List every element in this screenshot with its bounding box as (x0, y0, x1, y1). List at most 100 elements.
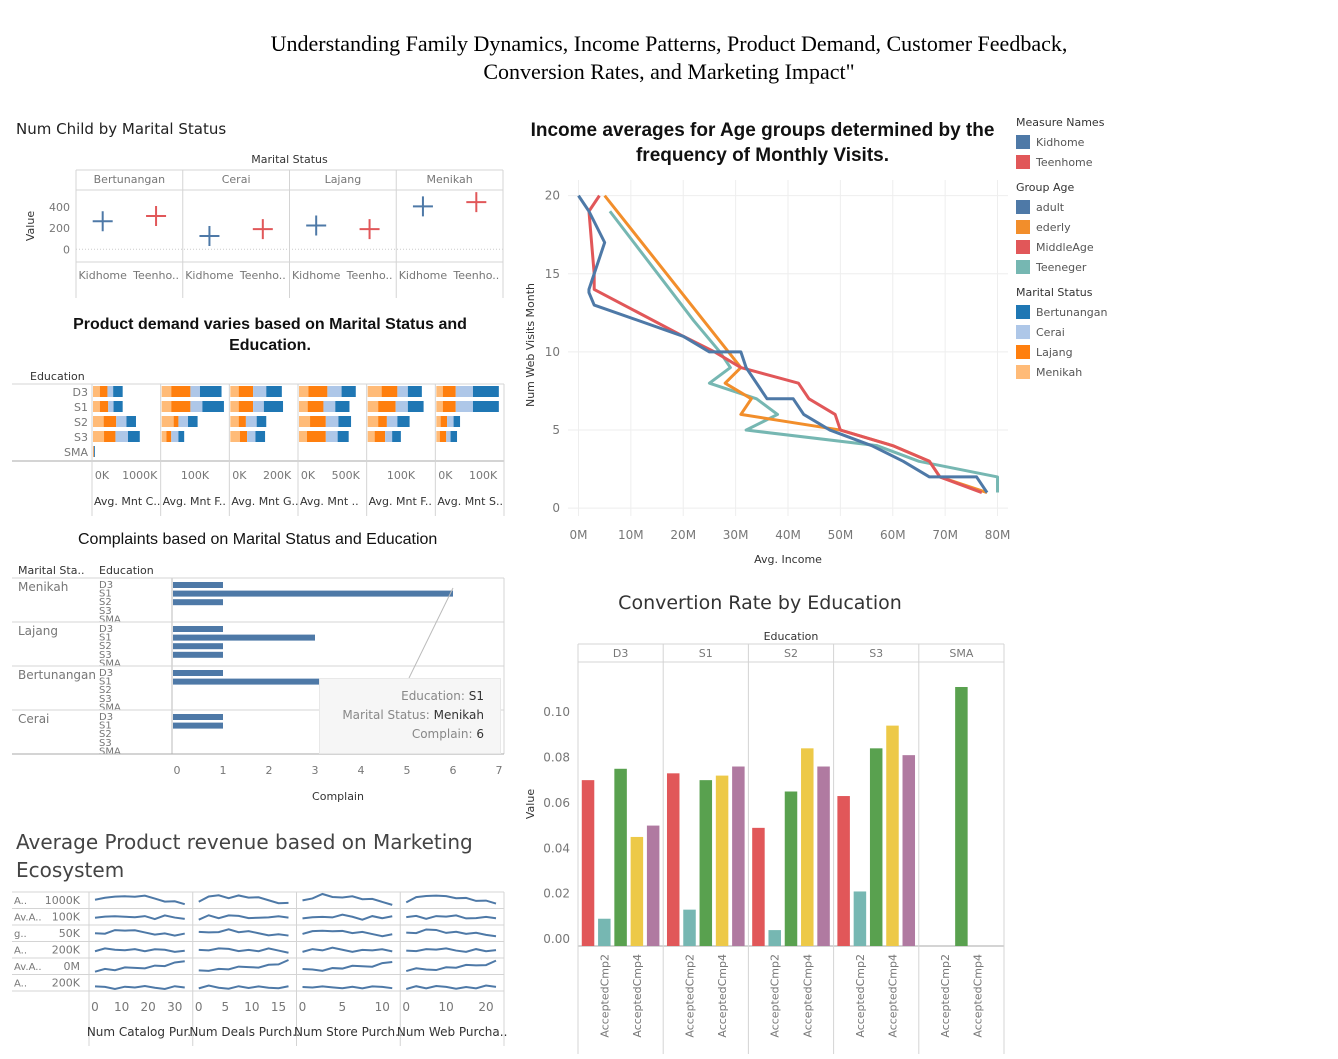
legend-groupage-item[interactable]: adult (1016, 197, 1166, 217)
marketing-row-label: Av.A.. (14, 962, 42, 973)
legend-groupage-item[interactable]: ederly (1016, 217, 1166, 237)
income-xtick: 30M (723, 528, 749, 542)
product-bar-segment (171, 386, 191, 397)
income-ytick: 15 (545, 267, 560, 281)
num-child-chart[interactable]: Marital Status Value 0 200 400 Bertunangan Kid… (0, 148, 520, 300)
dashboard-title-line2: Conversion Rates, and Marketing Impact" (483, 59, 855, 84)
conversion-xlabel: AcceptedCmp4 (886, 954, 899, 1038)
income-xlabel: Avg. Income (754, 553, 822, 566)
complaints-education-label: SMA (99, 702, 121, 713)
income-xtick: 70M (932, 528, 958, 542)
num-child-xlabel: Teenho.. (239, 269, 286, 282)
product-bar-segment (392, 431, 401, 442)
legend-groupage-item[interactable]: Teeneger (1016, 257, 1166, 277)
complaints-education-label: S2 (99, 597, 112, 608)
tooltip-marital-value: Menikah (433, 708, 484, 722)
complaints-bar (173, 670, 223, 676)
legend-marital-swatch (1016, 325, 1030, 339)
conversion-bar (715, 775, 729, 946)
product-bar-segment (307, 401, 324, 412)
product-demand-chart[interactable]: Education D3 S1 S2 S3 SMA 0K 1000K Avg. Mnt C.. 1… (0, 364, 520, 519)
complaints-education-label: S2 (99, 729, 112, 740)
product-bar-segment (127, 431, 140, 442)
legend-marital-item[interactable]: Cerai (1016, 322, 1166, 342)
product-bar-segment (238, 386, 254, 397)
legend-groupage-label: adult (1036, 200, 1065, 214)
product-bar-segment (93, 416, 104, 427)
conversion-bar (869, 748, 883, 946)
product-bar-segment (338, 416, 352, 427)
marketing-row-label: A.. (14, 896, 27, 907)
product-bar-segment (116, 416, 127, 427)
marketing-line (406, 914, 497, 920)
product-bar-segment (308, 386, 328, 397)
legend-marital-item[interactable]: Lajang (1016, 342, 1166, 362)
legend-groupage-swatch (1016, 240, 1030, 254)
complaints-xtick: 6 (450, 764, 457, 777)
conversion-xlabel: AcceptedCmp2 (598, 954, 611, 1038)
num-child-ytick: 0 (63, 243, 70, 256)
marketing-line (302, 892, 393, 906)
product-bar-segment (367, 431, 375, 442)
conversion-bar (801, 748, 814, 946)
marketing-line (198, 947, 289, 954)
legend-marital-label: Bertunangan (1036, 305, 1108, 319)
conversion-xlabel: AcceptedCmp4 (801, 954, 814, 1038)
marketing-xtick: 10 (244, 1000, 259, 1014)
product-bar-segment (230, 416, 239, 427)
legend-measure-label: Kidhome (1036, 135, 1085, 149)
product-bar-segment (255, 431, 266, 442)
legend-marital-list: Bertunangan Cerai Lajang Menikah (1016, 302, 1166, 382)
legend-marital-label: Cerai (1036, 325, 1065, 339)
legend-groupage-swatch (1016, 200, 1030, 214)
product-bar-segment (230, 386, 239, 397)
marketing-line (302, 913, 393, 921)
marketing-xtick: 0 (195, 1000, 203, 1014)
marketing-xtick: 30 (167, 1000, 182, 1014)
product-tick-label: 1000K (122, 469, 158, 482)
legend-measure-item[interactable]: Teenhome (1016, 152, 1166, 172)
product-bar-segment (253, 401, 264, 412)
legend-marital-item[interactable]: Menikah (1016, 362, 1166, 382)
income-xtick: 50M (828, 528, 854, 542)
product-bar-segment (94, 446, 95, 457)
product-bar-segment (230, 431, 240, 442)
conversion-chart[interactable]: 0.00 0.02 0.04 0.06 0.08 0.10 Value D3 AcceptedC… (518, 626, 1010, 1054)
marketing-line (302, 985, 393, 990)
complaints-marital-label: Menikah (18, 580, 68, 594)
product-bar-segment (108, 401, 114, 412)
legend-marital-item[interactable]: Bertunangan (1016, 302, 1166, 322)
product-bar-segment (472, 386, 499, 397)
product-tick-label: 0K (438, 469, 453, 482)
product-bar-segment (93, 401, 100, 412)
product-tick-label: 0K (232, 469, 247, 482)
marketing-chart[interactable]: A.. Av.A.. g.. A.. Av.A.. A.. 1000K 100K 50K 200K… (0, 886, 520, 1052)
product-bar-segment (171, 401, 191, 412)
conversion-ytick: 0.04 (543, 841, 570, 855)
product-bar-segment (230, 401, 239, 412)
product-bar-segment (367, 386, 382, 397)
income-xtick: 40M (775, 528, 801, 542)
num-child-mark-teenhome (252, 219, 273, 240)
conversion-bar (752, 827, 765, 946)
legend-measure-item[interactable]: Kidhome (1016, 132, 1166, 152)
product-bar-segment (374, 431, 386, 442)
marketing-col-label: Num Catalog Pur.. (87, 1025, 195, 1039)
product-bar-segment (202, 401, 224, 412)
conversion-bar (598, 918, 611, 946)
product-bar-segment (199, 386, 222, 397)
product-bar-segment (397, 386, 408, 397)
marketing-xtick: 10 (438, 1000, 453, 1014)
complaints-bar (173, 651, 223, 658)
complaints-bar (173, 634, 315, 641)
income-ylabel: Num Web Visits Month (524, 283, 537, 407)
complaints-education-label: S3 (99, 694, 112, 705)
legend-groupage-item[interactable]: MiddleAge (1016, 237, 1166, 257)
income-chart[interactable]: 0M 10M 20M 30M 40M 50M 60M 70M 80M 0 5 10 15 20 Avg. I… (518, 180, 1010, 575)
complaints-bar (173, 590, 453, 597)
product-bar-segment (455, 386, 473, 397)
num-child-ytick: 400 (49, 201, 70, 214)
conversion-xlabel: AcceptedCmp2 (769, 954, 782, 1038)
complaints-marital-label: Lajang (18, 624, 58, 638)
